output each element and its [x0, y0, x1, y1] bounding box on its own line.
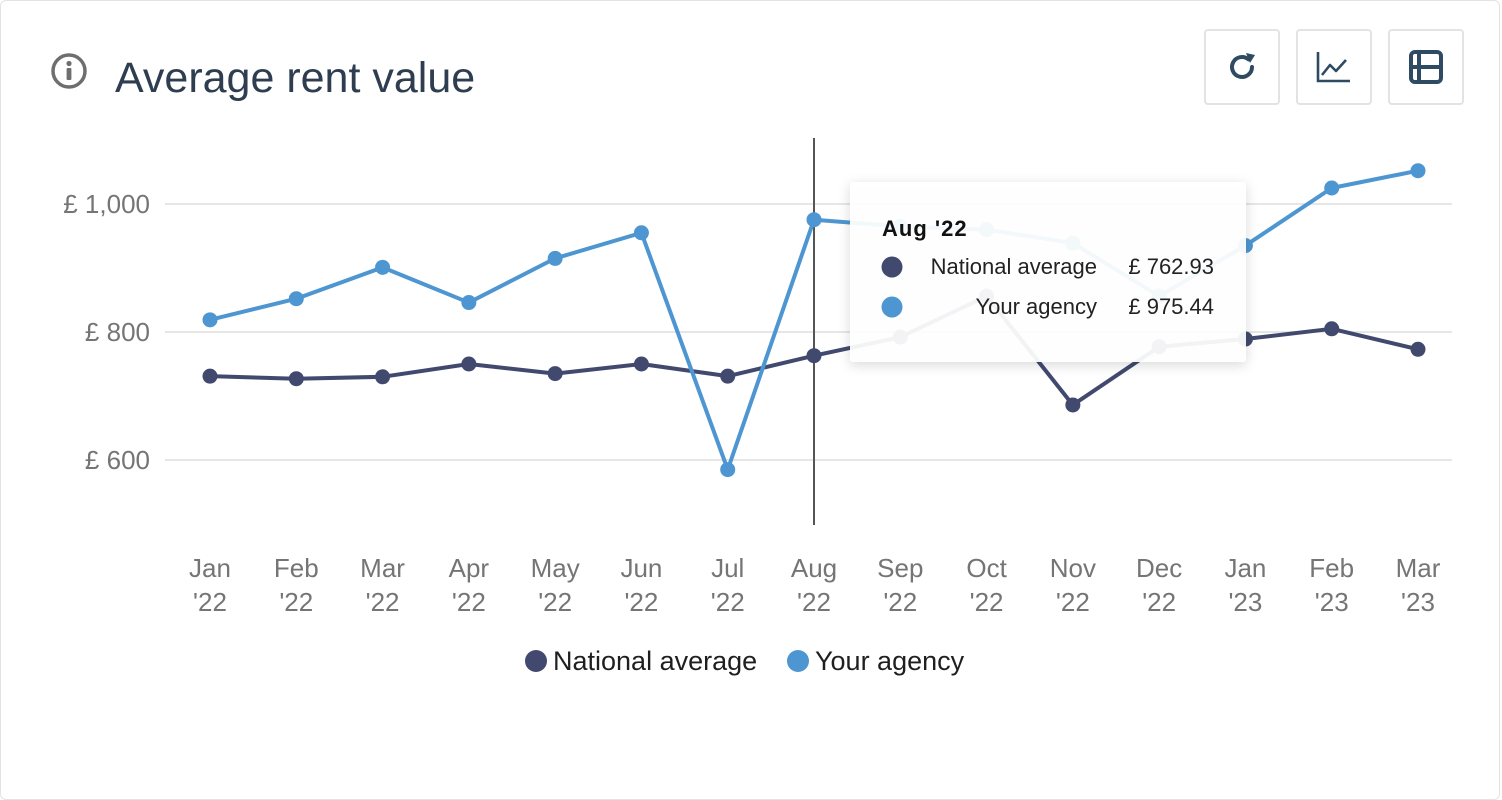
data-point [1410, 163, 1426, 179]
data-point [288, 291, 304, 307]
data-point [202, 368, 218, 384]
x-tick-label: Jul '22 [711, 553, 745, 617]
line-chart-icon [1316, 52, 1350, 83]
data-point [547, 366, 563, 382]
legend-label: National average [553, 646, 757, 676]
tooltip-value: £ 975.44 [1128, 294, 1214, 319]
chart-title: Average rent value [115, 54, 476, 102]
data-point [806, 212, 822, 228]
tooltip-label: Your agency [975, 294, 1097, 319]
x-tick-label: Apr '22 [449, 553, 490, 617]
data-point [1410, 341, 1426, 357]
data-point [375, 369, 391, 385]
tooltip-value: £ 762.93 [1128, 254, 1214, 279]
data-point [1324, 321, 1340, 337]
line-chart-button[interactable] [1296, 29, 1372, 105]
refresh-button[interactable] [1204, 29, 1280, 105]
data-point [633, 225, 649, 241]
x-tick-label: May '22 [531, 553, 580, 617]
data-point [202, 312, 218, 328]
x-tick-label: Jan '23 [1224, 553, 1266, 617]
data-point [375, 259, 391, 275]
info-icon[interactable] [50, 52, 88, 90]
data-point [1324, 180, 1340, 196]
x-tick-label: Jan '22 [189, 553, 231, 617]
x-tick-label: Sep '22 [877, 553, 923, 617]
tooltip-marker [881, 296, 903, 318]
layout-icon [1409, 50, 1443, 84]
tooltip: Aug '22 National average £ 762.93 Your agen… [850, 182, 1246, 362]
y-tick-label: £ 800 [85, 317, 150, 347]
legend-label: Your agency [815, 646, 965, 676]
x-tick-label: Nov '22 [1050, 553, 1096, 617]
data-point [461, 356, 477, 372]
data-point [1065, 397, 1081, 413]
legend-marker [525, 650, 547, 672]
data-point [806, 348, 822, 364]
y-tick-label: £ 600 [85, 445, 150, 475]
x-tick-label: Feb '22 [274, 553, 319, 617]
x-tick-label: Dec '22 [1136, 553, 1182, 617]
data-point [720, 462, 736, 478]
tooltip-box [850, 182, 1246, 362]
data-point [288, 371, 304, 387]
tooltip-title: Aug '22 [882, 216, 968, 241]
x-tick-label: Jun '22 [620, 553, 662, 617]
data-point [633, 356, 649, 372]
layout-button[interactable] [1388, 29, 1464, 105]
tooltip-label: National average [931, 254, 1097, 279]
tooltip-marker [881, 256, 903, 278]
x-tick-label: Mar '23 [1396, 553, 1441, 617]
refresh-icon [1230, 53, 1255, 79]
data-point [547, 250, 563, 266]
x-tick-label: Aug '22 [791, 553, 837, 617]
x-tick-label: Oct '22 [966, 553, 1007, 617]
y-tick-label: £ 1,000 [63, 189, 150, 219]
data-point [461, 295, 477, 311]
legend-marker [787, 650, 809, 672]
data-point [720, 368, 736, 384]
x-tick-label: Feb '23 [1309, 553, 1354, 617]
line-chart: £ 600 £ 800 £ 1,000 Jan '22 Feb '22 Mar '22 Apr '… [63, 138, 1452, 676]
x-tick-label: Mar '22 [360, 553, 405, 617]
